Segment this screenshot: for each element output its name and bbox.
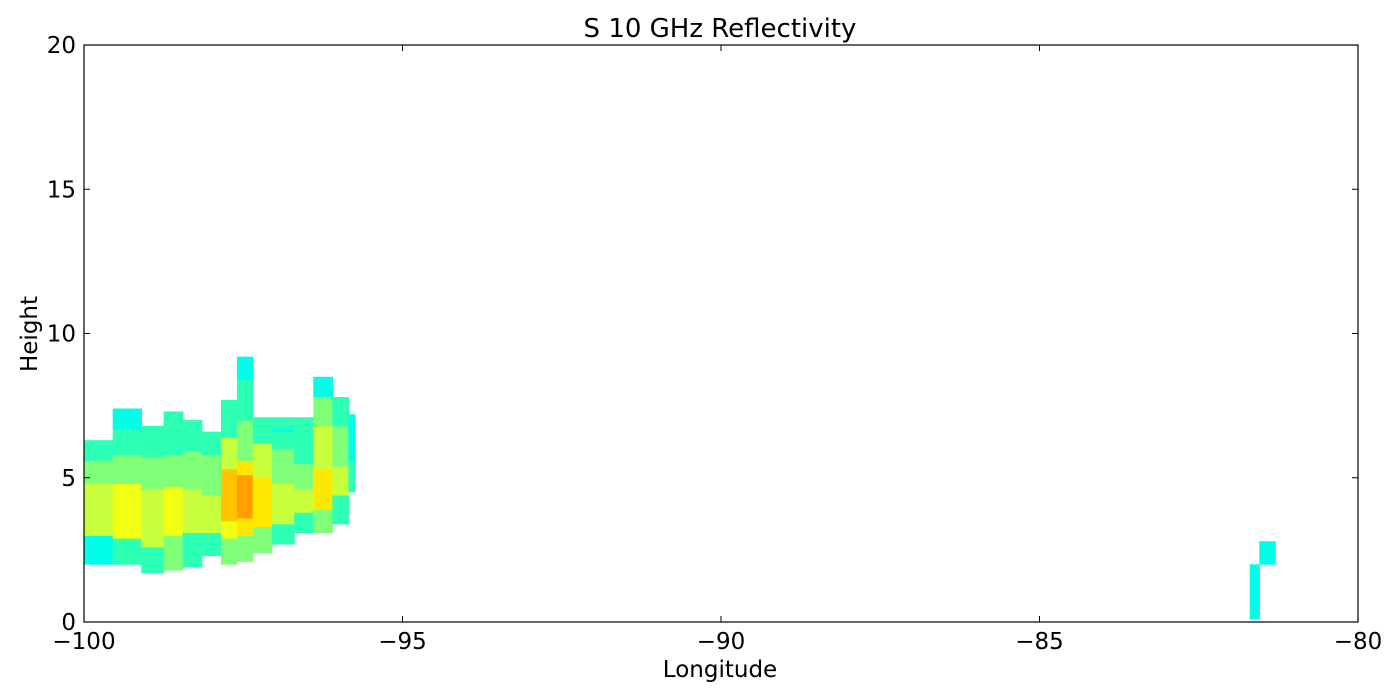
- heatmap-cell: [313, 376, 333, 398]
- heatmap-cell: [221, 399, 238, 438]
- heatmap-cell: [112, 483, 142, 539]
- heatmap-cell: [141, 489, 165, 548]
- heatmap-cell: [141, 547, 165, 574]
- x-tick-label: −100: [52, 629, 115, 655]
- heatmap-cell: [221, 521, 238, 539]
- heatmap-cell: [201, 454, 222, 496]
- heatmap-cell: [182, 420, 203, 453]
- heatmap-cell: [332, 425, 349, 467]
- heatmap-cell: [112, 454, 142, 484]
- heatmap-cell: [163, 411, 184, 456]
- heatmap-cell: [313, 509, 333, 533]
- heatmap-cells: [84, 356, 1276, 620]
- heatmap-cell: [252, 477, 273, 528]
- heatmap-cell: [236, 474, 254, 519]
- heatmap-cell: [271, 428, 295, 432]
- x-tick-label: −95: [378, 629, 427, 655]
- y-tick-label: 10: [47, 322, 76, 348]
- heatmap-cell: [84, 535, 114, 565]
- heatmap-cell: [252, 443, 273, 479]
- y-tick-label: 15: [47, 177, 76, 203]
- y-axis-label: Height: [17, 296, 43, 372]
- heatmap-cell: [271, 483, 295, 525]
- heatmap-cell: [252, 417, 273, 444]
- heatmap-cell: [112, 408, 142, 430]
- chart-title: S 10 GHz Reflectivity: [584, 14, 857, 44]
- heatmap-cell: [84, 440, 114, 461]
- heatmap-cell: [221, 437, 238, 470]
- heatmap-cell: [332, 495, 349, 525]
- x-tick-label: −85: [1015, 629, 1064, 655]
- x-tick-label: −80: [1334, 629, 1383, 655]
- heatmap-cell: [236, 460, 254, 476]
- heatmap-cell: [236, 420, 254, 461]
- heatmap-cell: [332, 397, 349, 427]
- heatmap-cell: [84, 483, 114, 536]
- heatmap-cell: [252, 526, 273, 554]
- heatmap-cell: [221, 538, 238, 565]
- heatmap-cell: [271, 523, 295, 545]
- heatmap-cell: [141, 457, 165, 490]
- heatmap-cell: [84, 460, 114, 484]
- heatmap-cell: [112, 538, 142, 565]
- axis-ticks: −100 −95 −90 −85 −80 0 5 10 15 20: [47, 33, 1383, 655]
- heatmap-cell: [348, 414, 356, 461]
- heatmap-cell: [313, 425, 333, 470]
- heatmap-cell: [271, 417, 295, 450]
- heatmap-cell: [182, 489, 203, 533]
- heatmap-cell: [163, 535, 184, 571]
- heatmap-cell: [201, 495, 222, 533]
- heatmap-cell: [182, 532, 203, 568]
- heatmap-cell: [141, 425, 165, 458]
- heatmap-cell: [271, 448, 295, 484]
- heatmap-cell: [163, 454, 184, 487]
- heatmap-cell: [313, 469, 333, 510]
- x-axis-label: Longitude: [663, 657, 777, 683]
- heatmap-cell: [221, 469, 238, 522]
- heatmap-cell: [294, 417, 314, 464]
- heatmap-cell: [1259, 541, 1276, 565]
- heatmap-cell: [112, 428, 142, 456]
- heatmap-cell: [236, 356, 254, 381]
- heatmap-cell: [236, 535, 254, 562]
- y-tick-label: 5: [61, 466, 76, 492]
- heatmap-cell: [182, 451, 203, 490]
- heatmap-cell: [348, 460, 356, 493]
- heatmap-cell: [201, 532, 222, 557]
- heatmap-cell: [236, 518, 254, 536]
- heatmap-cell: [294, 463, 314, 490]
- heatmap-cell: [332, 466, 349, 496]
- heatmap-cell: [236, 379, 254, 421]
- x-tick-label: −90: [697, 629, 746, 655]
- heatmap-cell: [1249, 564, 1260, 620]
- heatmap-cell: [294, 512, 314, 533]
- y-tick-label: 0: [61, 610, 76, 636]
- heatmap-cell: [163, 486, 184, 536]
- heatmap-cell: [313, 397, 333, 427]
- y-tick-label: 20: [47, 33, 76, 59]
- heatmap-cell: [294, 489, 314, 513]
- heatmap-cell: [201, 431, 222, 456]
